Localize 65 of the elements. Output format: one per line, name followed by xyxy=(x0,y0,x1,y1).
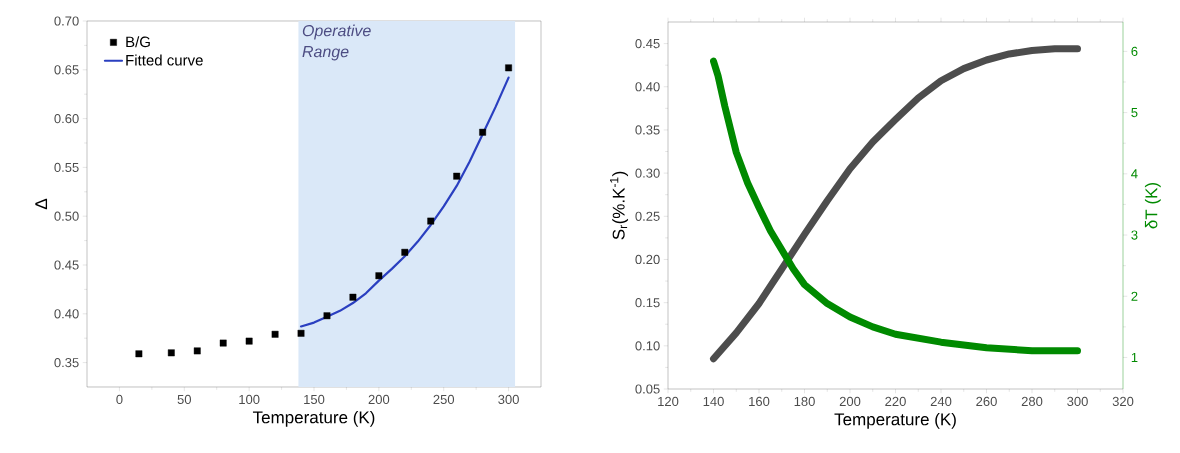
x-tick-label: 140 xyxy=(703,396,724,406)
point xyxy=(219,339,227,347)
point xyxy=(401,248,409,256)
y-tick-label: 0.05 xyxy=(635,384,660,394)
point xyxy=(297,329,305,337)
y-tick-label: 0.40 xyxy=(54,309,79,319)
y-tick-label: 0.60 xyxy=(54,113,79,124)
y-tick-label: 0.45 xyxy=(635,38,660,49)
x-tick-label: 200 xyxy=(839,396,861,406)
y2-tick-label: 3 xyxy=(1131,230,1138,240)
y-tick-label: 0.40 xyxy=(635,82,660,92)
y-tick-label: 0.45 xyxy=(54,260,79,270)
x-tick-label: 120 xyxy=(658,396,679,406)
y-tick-label: 0.15 xyxy=(635,298,660,308)
y-tick-label: 0.65 xyxy=(54,65,79,75)
x-tick-label: 150 xyxy=(304,394,325,404)
y-tick-label: 0.25 xyxy=(635,211,660,221)
y-tick-label: 0.50 xyxy=(54,211,79,221)
x-tick-label: 320 xyxy=(1112,396,1134,406)
point xyxy=(323,312,331,320)
x-tick-label: 260 xyxy=(976,396,997,406)
y2-tick-label: 5 xyxy=(1131,108,1138,118)
x-tick-label: 100 xyxy=(239,394,260,404)
band-label: Operative Range xyxy=(302,24,371,61)
x-axis-title: Temperature (K) xyxy=(252,410,375,427)
point xyxy=(349,293,357,301)
y-tick-label: 0.70 xyxy=(54,16,79,26)
x-tick-label: 300 xyxy=(1067,396,1088,406)
y2-tick-label: 1 xyxy=(1131,353,1138,362)
point xyxy=(505,64,512,72)
point xyxy=(479,128,487,136)
y2-tick-label: 6 xyxy=(1131,46,1138,56)
legend-label: Fitted curve xyxy=(126,54,203,66)
x-tick-label: 200 xyxy=(368,394,390,404)
point xyxy=(245,337,253,345)
x-tick-label: 0 xyxy=(116,394,123,404)
x-tick-label: 240 xyxy=(930,396,952,406)
y2-tick-label: 2 xyxy=(1131,291,1138,301)
y2-tick-label: 4 xyxy=(1131,169,1138,179)
point xyxy=(453,172,461,180)
x-tick-label: 280 xyxy=(1021,396,1043,406)
point xyxy=(167,349,175,357)
point xyxy=(193,347,201,355)
x-tick-label: 180 xyxy=(794,396,815,406)
y-tick-label: 0.20 xyxy=(635,254,660,265)
x-axis-title: Temperature (K) xyxy=(834,412,956,429)
x-tick-label: 250 xyxy=(433,394,455,404)
point xyxy=(271,330,279,338)
y-tick-label: 0.35 xyxy=(635,125,660,135)
y-axis-title: Δ xyxy=(35,198,48,210)
x-tick-label: 160 xyxy=(749,396,770,406)
y-tick-label: 0.30 xyxy=(635,168,660,178)
point xyxy=(135,350,143,358)
point xyxy=(427,217,435,225)
x-tick-label: 220 xyxy=(885,396,906,406)
x-tick-label: 300 xyxy=(498,394,519,404)
line-series xyxy=(299,76,510,328)
y-tick-label: 0.35 xyxy=(54,357,79,368)
x-tick-label: 50 xyxy=(177,394,192,404)
point xyxy=(375,272,383,280)
y-tick-label: 0.10 xyxy=(635,341,660,351)
y2-axis-title: δT (K) xyxy=(1144,182,1161,229)
y-tick-label: 0.55 xyxy=(54,162,79,172)
legend-label: B/G xyxy=(126,36,150,48)
y-axis-title: S$_{r}$(%.K$^{-1}$) xyxy=(610,171,629,240)
